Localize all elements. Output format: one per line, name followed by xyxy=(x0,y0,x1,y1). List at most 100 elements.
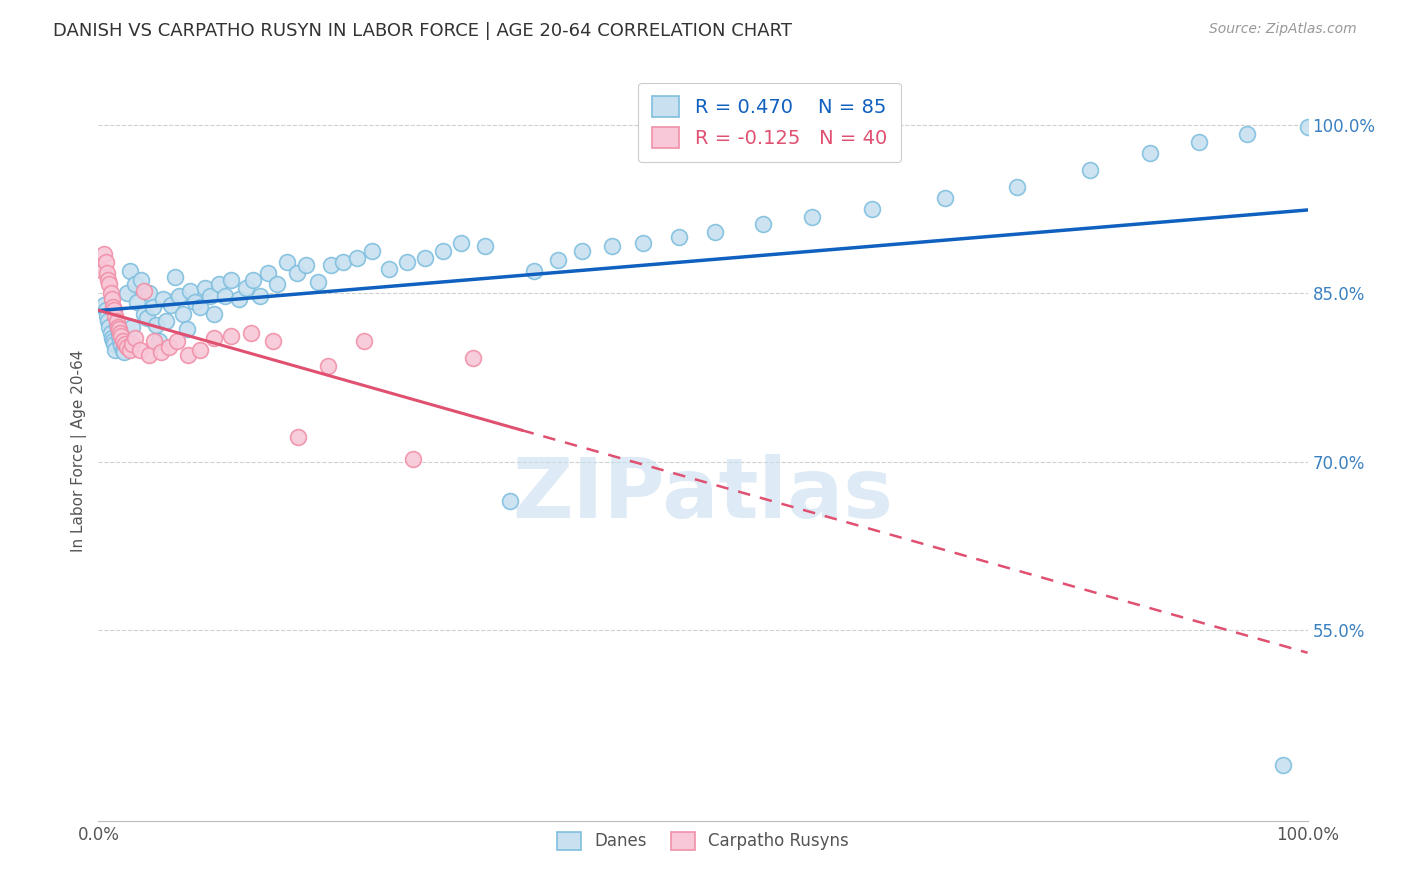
Point xyxy=(150,344,173,359)
Point xyxy=(800,210,823,224)
Point xyxy=(98,277,121,292)
Point xyxy=(97,314,120,328)
Point xyxy=(463,351,485,366)
Point xyxy=(134,307,156,321)
Point xyxy=(108,334,131,348)
Point xyxy=(860,202,883,217)
Point xyxy=(105,314,128,328)
Point xyxy=(346,251,368,265)
Point xyxy=(179,284,201,298)
Point xyxy=(111,334,134,348)
Point xyxy=(93,298,115,312)
Point xyxy=(262,334,284,348)
Point xyxy=(450,235,472,250)
Point xyxy=(100,331,122,345)
Point xyxy=(752,217,775,231)
Point xyxy=(101,300,124,314)
Point xyxy=(163,269,186,284)
Point xyxy=(498,494,520,508)
Point xyxy=(287,430,309,444)
Point xyxy=(176,322,198,336)
Point xyxy=(188,343,211,357)
Point xyxy=(108,322,131,336)
Point xyxy=(214,288,236,302)
Point xyxy=(103,337,125,351)
Point xyxy=(602,239,624,253)
Point xyxy=(152,292,174,306)
Point xyxy=(235,281,257,295)
Point xyxy=(198,288,221,302)
Point xyxy=(395,255,418,269)
Point xyxy=(97,273,120,287)
Point xyxy=(108,326,131,340)
Point xyxy=(101,334,124,348)
Point xyxy=(1188,135,1211,149)
Point xyxy=(432,244,454,258)
Point xyxy=(377,261,399,276)
Point xyxy=(148,334,170,348)
Point xyxy=(239,326,262,340)
Point xyxy=(145,318,167,332)
Point xyxy=(105,318,128,332)
Point xyxy=(402,452,425,467)
Point xyxy=(474,239,496,253)
Point xyxy=(128,343,150,357)
Point xyxy=(107,320,129,334)
Point xyxy=(1272,757,1295,772)
Point xyxy=(93,247,115,261)
Point xyxy=(228,292,250,306)
Point xyxy=(571,244,593,258)
Point xyxy=(413,251,436,265)
Point xyxy=(117,286,139,301)
Point xyxy=(100,292,122,306)
Point xyxy=(94,255,117,269)
Point xyxy=(118,264,141,278)
Point xyxy=(124,331,146,345)
Point xyxy=(308,275,330,289)
Text: ZIPatlas: ZIPatlas xyxy=(513,454,893,535)
Point xyxy=(353,334,375,348)
Point xyxy=(204,331,226,345)
Point xyxy=(256,266,278,280)
Point xyxy=(110,329,132,343)
Point xyxy=(188,300,211,314)
Point xyxy=(360,244,382,258)
Point xyxy=(177,348,200,362)
Point xyxy=(166,334,188,348)
Point xyxy=(127,295,149,310)
Point xyxy=(114,337,136,351)
Point xyxy=(108,329,131,343)
Point xyxy=(110,338,132,352)
Point xyxy=(249,288,271,302)
Point xyxy=(96,309,118,323)
Point xyxy=(208,277,231,292)
Point xyxy=(138,286,160,301)
Point xyxy=(221,273,243,287)
Point xyxy=(121,320,143,334)
Point xyxy=(117,340,139,354)
Point xyxy=(135,311,157,326)
Point xyxy=(134,284,156,298)
Point xyxy=(184,295,207,310)
Point xyxy=(1296,120,1319,135)
Point xyxy=(124,277,146,292)
Point xyxy=(138,348,160,362)
Point xyxy=(118,343,141,357)
Y-axis label: In Labor Force | Age 20-64: In Labor Force | Age 20-64 xyxy=(72,350,87,551)
Point xyxy=(172,307,194,321)
Point xyxy=(316,359,339,374)
Point xyxy=(276,255,298,269)
Point xyxy=(242,273,264,287)
Point xyxy=(295,259,318,273)
Point xyxy=(668,230,690,244)
Point xyxy=(111,343,134,357)
Point xyxy=(704,225,727,239)
Point xyxy=(266,277,288,292)
Point xyxy=(98,320,121,334)
Point xyxy=(1007,179,1029,194)
Point xyxy=(934,191,956,205)
Point xyxy=(285,266,308,280)
Point xyxy=(1078,163,1101,178)
Legend: Danes, Carpatho Rusyns: Danes, Carpatho Rusyns xyxy=(547,822,859,861)
Point xyxy=(104,309,127,323)
